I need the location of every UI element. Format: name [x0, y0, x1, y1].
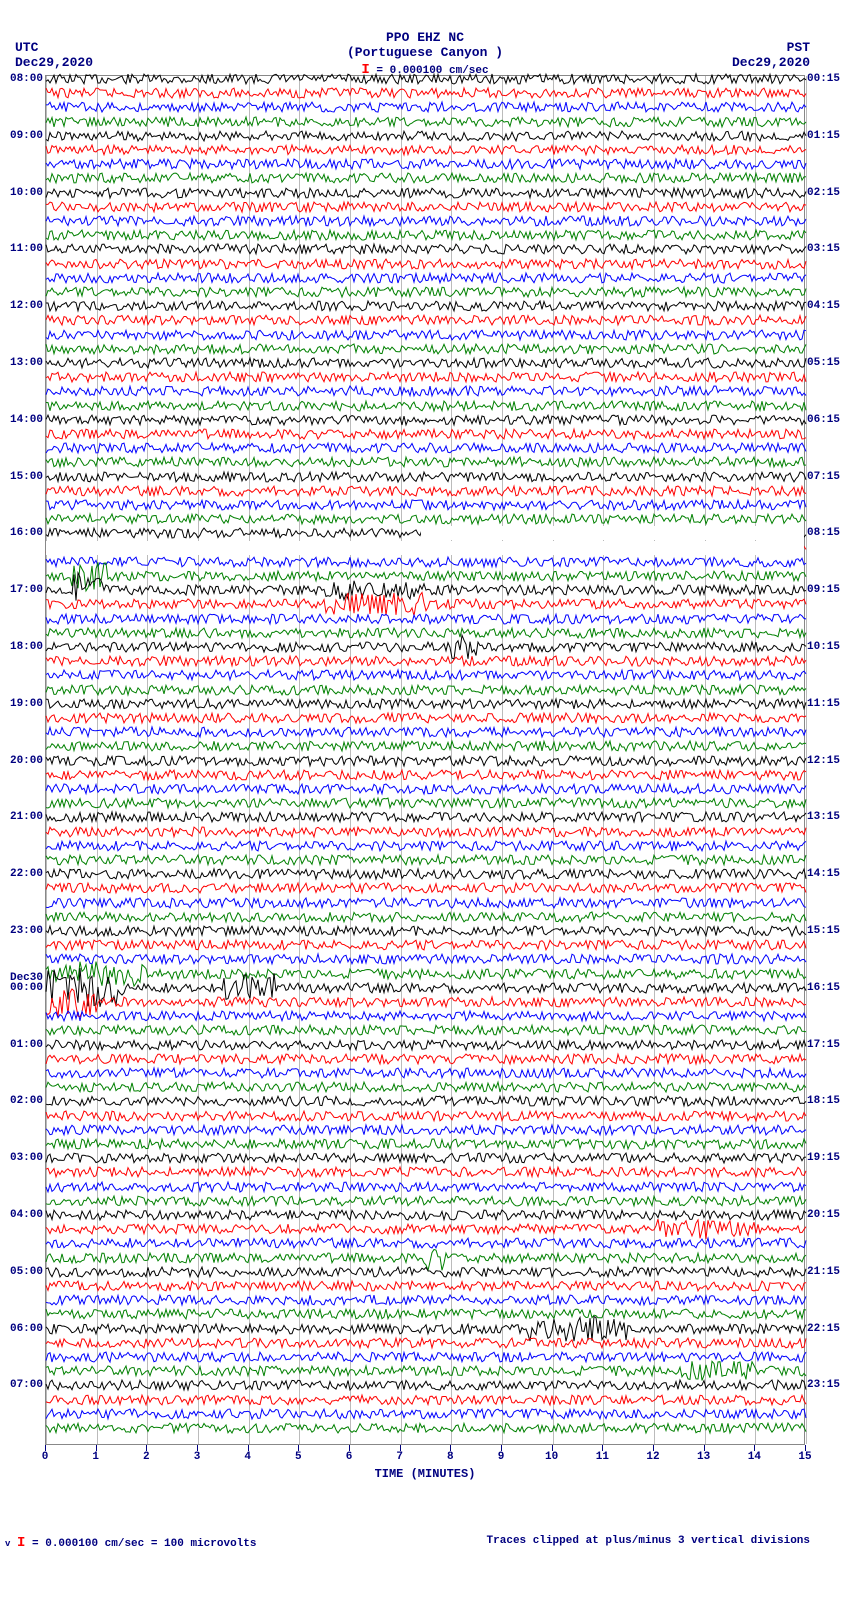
y-label-left: 10:00	[10, 187, 46, 199]
y-label-left: 11:00	[10, 243, 46, 255]
y-label-left: 23:00	[10, 925, 46, 937]
y-label-left: 16:00	[10, 527, 46, 539]
y-label-right: 21:15	[804, 1266, 840, 1278]
footer-scale-sub-icon: v	[5, 1539, 10, 1549]
y-label-right: 05:15	[804, 357, 840, 369]
y-label-left: 15:00	[10, 471, 46, 483]
y-label-left: 13:00	[10, 357, 46, 369]
x-tick-label: 13	[697, 1451, 710, 1463]
y-label-left: 14:00	[10, 414, 46, 426]
x-tick-label: 0	[42, 1451, 49, 1463]
x-tick-label: 5	[295, 1451, 302, 1463]
y-label-left: 05:00	[10, 1266, 46, 1278]
location-label: (Portuguese Canyon )	[0, 45, 850, 60]
y-label-left: 07:00	[10, 1379, 46, 1391]
footer-right-text: Traces clipped at plus/minus 3 vertical …	[487, 1535, 810, 1547]
footer-scale-bar-icon: I	[17, 1535, 25, 1551]
y-label-right: 01:15	[804, 130, 840, 142]
y-label-right: 20:15	[804, 1209, 840, 1221]
station-label: PPO EHZ NC	[0, 30, 850, 45]
y-label-right: 16:15	[804, 982, 840, 994]
y-label-right: 17:15	[804, 1039, 840, 1051]
y-label-right: 04:15	[804, 300, 840, 312]
right-tz-label: PST	[732, 40, 810, 55]
y-label-left: 21:00	[10, 811, 46, 823]
x-tick-label: 1	[92, 1451, 99, 1463]
x-tick-label: 2	[143, 1451, 150, 1463]
y-label-left: 19:00	[10, 698, 46, 710]
x-tick-label: 7	[396, 1451, 403, 1463]
y-label-right: 18:15	[804, 1095, 840, 1107]
y-label-right: 15:15	[804, 925, 840, 937]
x-tick-label: 3	[194, 1451, 201, 1463]
y-label-right: 23:15	[804, 1379, 840, 1391]
chart-footer: v I = 0.000100 cm/sec = 100 microvolts T…	[0, 1535, 850, 1560]
y-label-right: 03:15	[804, 243, 840, 255]
x-tick-label: 11	[596, 1451, 609, 1463]
x-tick-label: 12	[646, 1451, 659, 1463]
y-label-left: 03:00	[10, 1152, 46, 1164]
data-gap	[46, 541, 804, 555]
x-axis-title: TIME (MINUTES)	[45, 1467, 805, 1481]
seismogram-plot: 08:0009:0010:0011:0012:0013:0014:0015:00…	[45, 75, 805, 1445]
x-tick-label: 15	[798, 1451, 811, 1463]
footer-left-text: = 0.000100 cm/sec = 100 microvolts	[32, 1538, 256, 1550]
y-label-right: 07:15	[804, 471, 840, 483]
y-label-left: 04:00	[10, 1209, 46, 1221]
seismic-trace	[46, 1421, 804, 1435]
y-label-left: 08:00	[10, 73, 46, 85]
y-label-left: 06:00	[10, 1323, 46, 1335]
y-label-right: 09:15	[804, 584, 840, 596]
y-label-right: 14:15	[804, 868, 840, 880]
y-label-right: 19:15	[804, 1152, 840, 1164]
y-label-left: 09:00	[10, 130, 46, 142]
x-axis: TIME (MINUTES) 0123456789101112131415	[45, 1445, 805, 1485]
y-label-left: 18:00	[10, 641, 46, 653]
x-tick-label: 8	[447, 1451, 454, 1463]
y-label-right: 02:15	[804, 187, 840, 199]
x-tick-label: 10	[545, 1451, 558, 1463]
y-label-right: 10:15	[804, 641, 840, 653]
y-label-right: 00:15	[804, 73, 840, 85]
x-tick-label: 4	[244, 1451, 251, 1463]
y-label-left: 00:00	[10, 982, 46, 994]
y-label-left: 12:00	[10, 300, 46, 312]
y-label-left: 17:00	[10, 584, 46, 596]
y-label-left: 22:00	[10, 868, 46, 880]
footer-left: v I = 0.000100 cm/sec = 100 microvolts	[5, 1535, 256, 1551]
y-label-right: 11:15	[804, 698, 840, 710]
x-tick-label: 9	[498, 1451, 505, 1463]
x-tick-label: 14	[748, 1451, 761, 1463]
y-label-left: 20:00	[10, 755, 46, 767]
y-label-right: 12:15	[804, 755, 840, 767]
y-label-right: 13:15	[804, 811, 840, 823]
y-label-right: 08:15	[804, 527, 840, 539]
y-label-right: 22:15	[804, 1323, 840, 1335]
y-label-left: 01:00	[10, 1039, 46, 1051]
y-label-right: 06:15	[804, 414, 840, 426]
y-label-left: 02:00	[10, 1095, 46, 1107]
data-gap	[421, 526, 804, 540]
x-tick-label: 6	[346, 1451, 353, 1463]
header-center: PPO EHZ NC (Portuguese Canyon )	[0, 30, 850, 60]
